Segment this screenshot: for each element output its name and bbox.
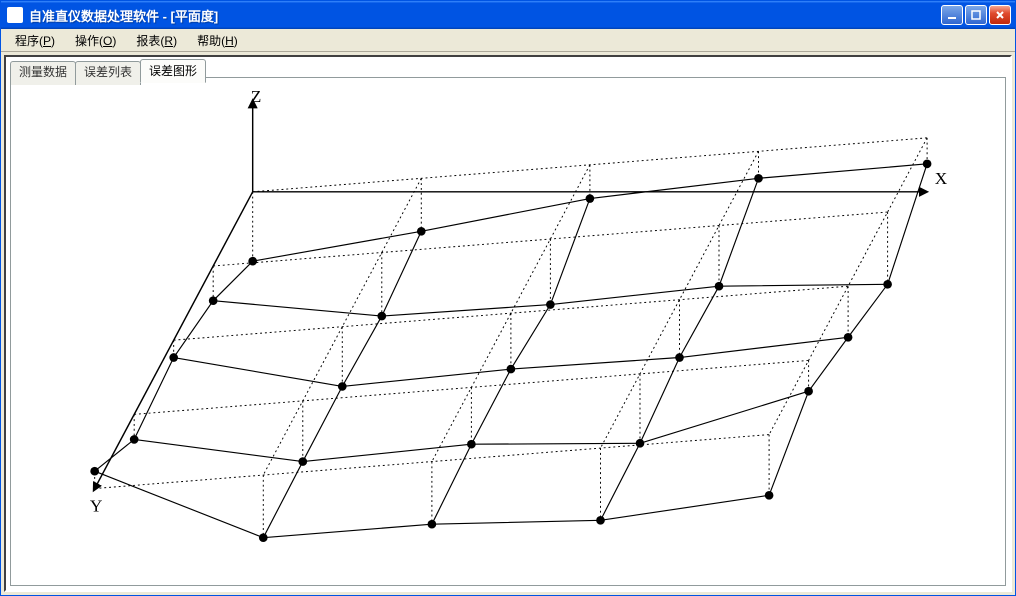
svg-text:Y: Y — [90, 497, 103, 516]
window-title: 自准直仪数据处理软件 - [平面度] — [29, 6, 941, 25]
window-controls — [941, 5, 1015, 25]
menu-help[interactable]: 帮助(H) — [189, 30, 246, 51]
titlebar: 自准直仪数据处理软件 - [平面度] — [1, 1, 1015, 29]
svg-text:Z: Z — [251, 87, 262, 106]
menu-operate[interactable]: 操作(O) — [67, 30, 124, 51]
menu-program[interactable]: 程序(P) — [7, 30, 63, 51]
flatness-3d-plot: Z X Y — [14, 81, 1002, 582]
app-window: 自准直仪数据处理软件 - [平面度] 程序(P) 操作(O) 报表(R) 帮助(… — [0, 0, 1016, 596]
client-area: 测量数据 误差列表 误差图形 Z X Y — [4, 55, 1012, 592]
menubar: 程序(P) 操作(O) 报表(R) 帮助(H) — [1, 29, 1015, 52]
tab-strip: 测量数据 误差列表 误差图形 — [10, 59, 205, 83]
minimize-button[interactable] — [941, 5, 963, 25]
maximize-button[interactable] — [965, 5, 987, 25]
plot-svg: Z X Y — [14, 81, 1002, 582]
tab-error-graph[interactable]: 误差图形 — [140, 59, 206, 83]
svg-text:X: X — [935, 169, 948, 188]
close-button[interactable] — [989, 5, 1011, 25]
app-icon — [7, 7, 23, 23]
tab-error-list[interactable]: 误差列表 — [75, 61, 141, 85]
menu-report[interactable]: 报表(R) — [128, 30, 185, 51]
tab-measure-data[interactable]: 测量数据 — [10, 61, 76, 85]
